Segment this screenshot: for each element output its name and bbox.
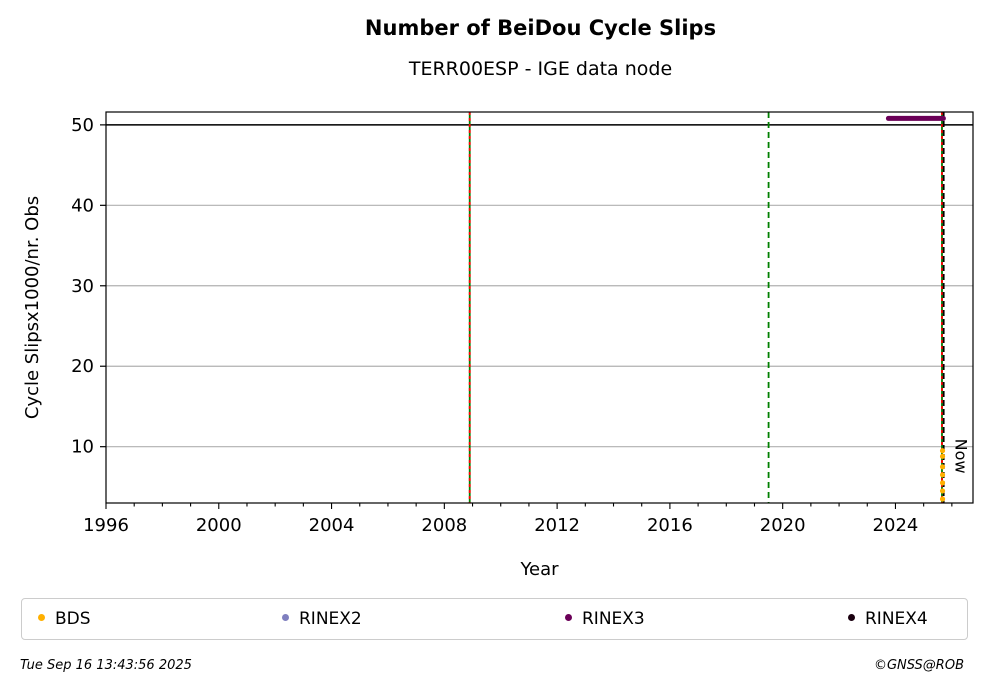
x-axis-label: Year (519, 559, 559, 580)
y-tick-label: 40 (71, 195, 94, 216)
legend-marker-rinex2 (282, 613, 289, 621)
chart-title: Number of BeiDou Cycle Slips (364, 16, 717, 40)
legend-marker-bds (38, 613, 45, 621)
legend-label-rinex3: RINEX3 (582, 609, 645, 629)
x-tick-label: 1996 (83, 515, 129, 536)
legend-item-rinex3: RINEX3 (565, 608, 645, 630)
bds-point (939, 448, 946, 454)
bds-point (939, 488, 946, 494)
plot-frame (105, 111, 974, 504)
x-tick-label: 2012 (534, 515, 580, 536)
x-tick-label: 2016 (647, 515, 693, 536)
chart-area: Now 10 20 30 40 50 1996 2000 2004 2008 2012 2016 202… (22, 111, 974, 580)
y-axis-label: Cycle Slipsx1000/nr. Obs (22, 196, 43, 419)
footer-timestamp: Tue Sep 16 13:43:56 2025 (20, 658, 192, 673)
now-label: Now (952, 439, 971, 474)
y-tick-label: 10 (71, 437, 94, 458)
x-tick-label: 2024 (873, 515, 919, 536)
footer-credit: ©GNSS@ROB (873, 658, 964, 673)
x-tick-label: 2004 (309, 515, 355, 536)
legend-label-rinex2: RINEX2 (299, 609, 362, 629)
y-tick-label: 20 (71, 356, 94, 377)
legend: BDS RINEX2 RINEX3 RINEX4 (21, 598, 968, 640)
bds-point (939, 472, 946, 478)
y-tick-label: 50 (71, 115, 94, 136)
y-tick-label: 30 (71, 276, 94, 297)
legend-marker-rinex4 (848, 613, 855, 621)
legend-item-bds: BDS (38, 608, 91, 630)
bds-point (939, 464, 946, 470)
legend-label-rinex4: RINEX4 (865, 609, 928, 629)
bds-point (939, 453, 946, 459)
legend-item-rinex4: RINEX4 (848, 608, 928, 630)
legend-item-rinex2: RINEX2 (282, 608, 362, 630)
bds-point (939, 496, 946, 502)
legend-marker-rinex3 (565, 613, 572, 621)
chart-subtitle: TERR00ESP - IGE data node (408, 58, 673, 80)
x-tick-label: 2000 (196, 515, 242, 536)
x-tick-label: 2020 (760, 515, 806, 536)
bds-point (939, 480, 946, 486)
legend-label-bds: BDS (55, 609, 91, 629)
x-tick-label: 2008 (421, 515, 467, 536)
